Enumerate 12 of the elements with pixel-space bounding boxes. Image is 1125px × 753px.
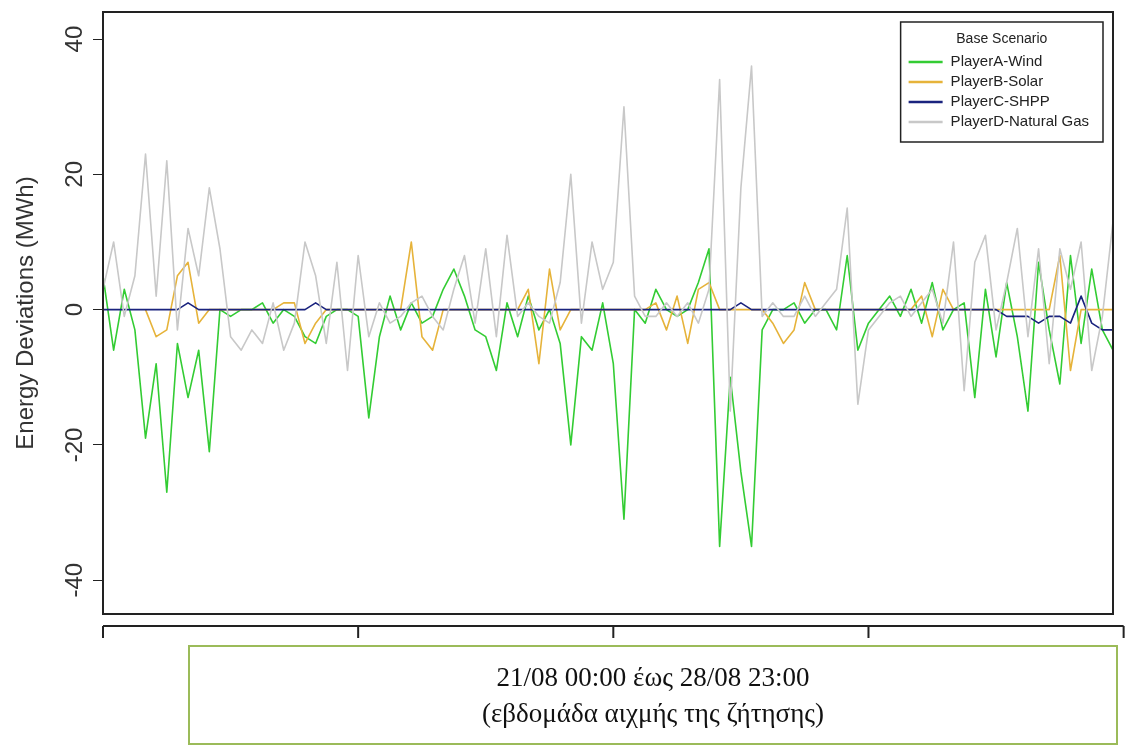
legend-label: PlayerA-Wind xyxy=(950,52,1043,70)
legend-label: PlayerB-Solar xyxy=(950,72,1044,90)
y-tick-label: 40 xyxy=(59,25,87,53)
legend-label: PlayerD-Natural Gas xyxy=(950,112,1090,130)
y-tick-label: 0 xyxy=(59,302,87,317)
caption-frame: 21/08 00:00 έως 28/08 23:00 (εβδομάδα αιχμής της ζήτησης) xyxy=(188,645,1118,745)
y-tick-label: 20 xyxy=(59,160,87,188)
y-tick-label: -40 xyxy=(59,562,87,598)
y-tick-label: -20 xyxy=(59,427,87,463)
legend-label: PlayerC-SHPP xyxy=(950,92,1050,110)
y-axis-title: Energy Deviations (MWh) xyxy=(11,176,39,450)
legend-title: Base Scenario xyxy=(956,29,1048,46)
